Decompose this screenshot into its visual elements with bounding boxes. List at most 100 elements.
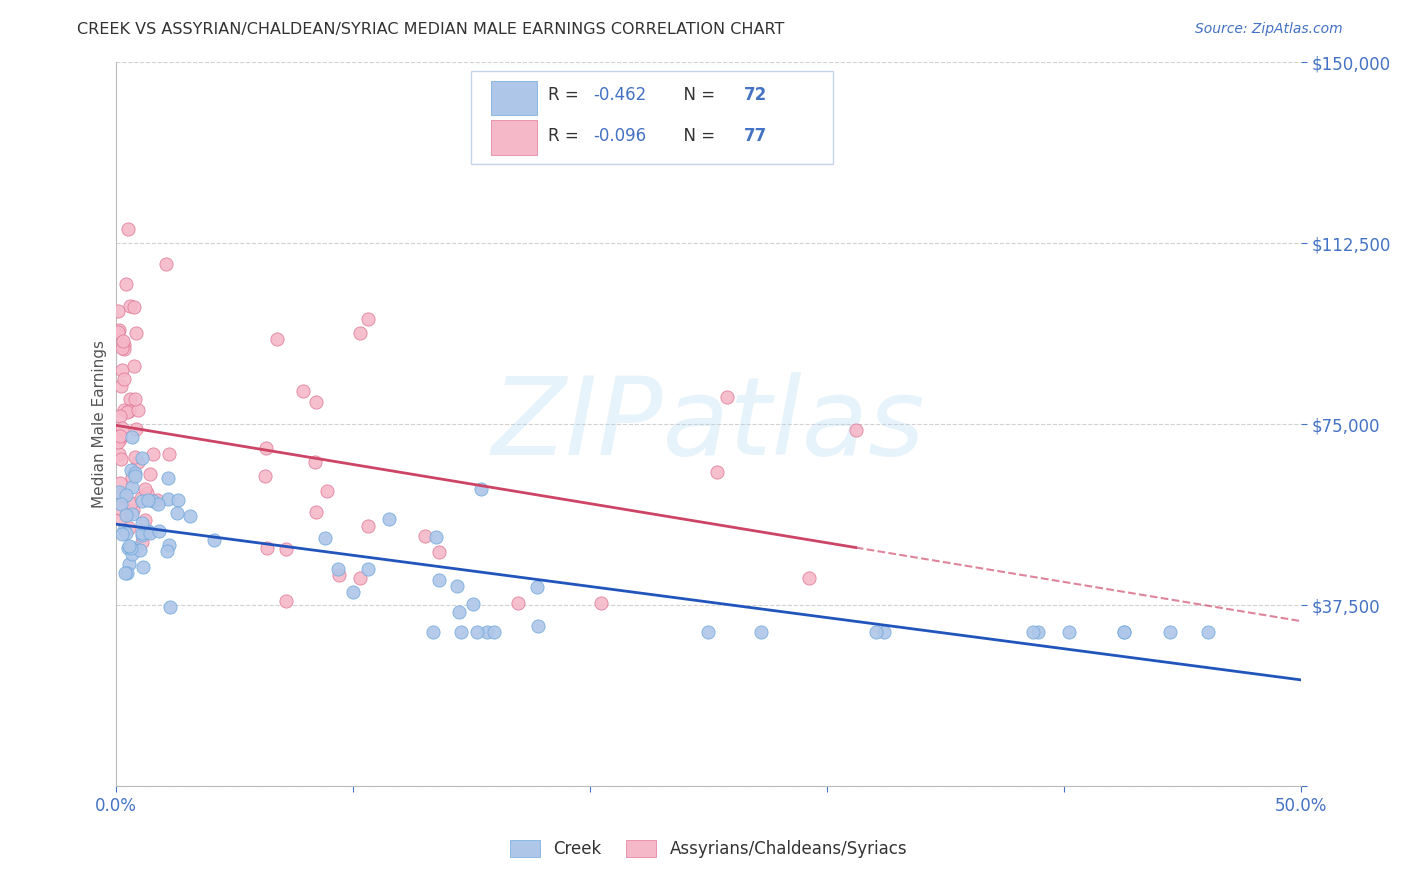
Point: [118, 299, 141, 313]
Y-axis label: Median Male Earnings: Median Male Earnings: [93, 340, 107, 508]
Point: [716, 390, 738, 404]
Point: [155, 257, 177, 271]
Point: [108, 323, 131, 337]
Point: [131, 451, 153, 466]
Point: [157, 447, 180, 461]
Point: [127, 403, 149, 417]
Point: [342, 584, 364, 599]
Point: [413, 529, 436, 543]
Point: [110, 451, 132, 466]
Point: [799, 571, 821, 585]
Point: [108, 511, 131, 525]
Text: -0.462: -0.462: [593, 87, 647, 104]
Point: [872, 624, 894, 639]
Text: N =: N =: [673, 127, 720, 145]
Point: [1159, 624, 1181, 639]
Point: [1026, 624, 1049, 639]
Point: [136, 524, 159, 538]
Text: 72: 72: [744, 87, 768, 104]
Point: [118, 521, 141, 535]
Point: [450, 624, 472, 639]
Point: [328, 562, 350, 576]
Point: [167, 492, 190, 507]
Point: [112, 372, 135, 386]
Point: [131, 494, 153, 508]
Point: [139, 467, 162, 482]
Point: [349, 326, 371, 340]
Point: [110, 497, 132, 511]
Point: [253, 468, 276, 483]
Point: [111, 341, 134, 355]
Point: [506, 596, 529, 610]
Text: N =: N =: [673, 87, 720, 104]
Point: [108, 409, 131, 423]
Point: [124, 541, 146, 555]
Point: [124, 468, 146, 483]
Point: [108, 429, 131, 443]
Point: [122, 301, 145, 315]
Point: [1022, 624, 1045, 639]
Point: [108, 428, 131, 442]
Point: [114, 566, 136, 581]
Point: [108, 446, 131, 460]
Point: [422, 624, 444, 639]
Point: [118, 539, 141, 553]
Point: [127, 455, 149, 469]
Point: [125, 326, 148, 340]
Point: [134, 513, 156, 527]
Point: [276, 542, 298, 557]
Point: [115, 506, 138, 520]
Point: [146, 493, 169, 508]
Point: [142, 446, 165, 460]
Point: [111, 362, 134, 376]
Text: 77: 77: [744, 127, 768, 145]
Point: [148, 497, 170, 511]
Text: R =: R =: [548, 127, 585, 145]
Point: [357, 519, 380, 533]
Point: [254, 441, 277, 455]
Point: [427, 573, 450, 587]
Point: [121, 480, 143, 494]
Point: [121, 507, 143, 521]
Point: [117, 222, 139, 236]
Point: [697, 624, 720, 639]
Point: [865, 624, 887, 639]
Point: [1112, 624, 1135, 639]
Point: [425, 531, 447, 545]
Point: [142, 494, 165, 508]
Point: [157, 538, 180, 552]
Point: [118, 392, 141, 406]
Point: [463, 597, 485, 611]
Point: [1197, 624, 1219, 639]
Legend: Creek, Assyrians/Chaldeans/Syriacs: Creek, Assyrians/Chaldeans/Syriacs: [503, 833, 914, 864]
FancyBboxPatch shape: [471, 70, 832, 163]
Point: [202, 533, 225, 548]
Point: [121, 430, 143, 444]
Point: [107, 326, 129, 340]
Text: Source: ZipAtlas.com: Source: ZipAtlas.com: [1195, 22, 1343, 37]
Point: [526, 580, 548, 594]
Point: [131, 527, 153, 541]
Point: [111, 527, 134, 541]
Point: [378, 512, 401, 526]
Point: [179, 509, 201, 524]
Point: [107, 434, 129, 449]
Point: [134, 482, 156, 496]
Point: [117, 557, 139, 571]
Point: [706, 465, 728, 479]
Point: [157, 491, 180, 506]
Point: [112, 342, 135, 356]
Point: [108, 500, 131, 515]
Point: [132, 559, 155, 574]
Point: [131, 516, 153, 531]
Point: [304, 455, 326, 469]
Point: [120, 496, 142, 510]
Point: [115, 488, 138, 502]
Point: [357, 312, 380, 326]
Point: [115, 566, 138, 581]
Text: CREEK VS ASSYRIAN/CHALDEAN/SYRIAC MEDIAN MALE EARNINGS CORRELATION CHART: CREEK VS ASSYRIAN/CHALDEAN/SYRIAC MEDIAN…: [77, 22, 785, 37]
Point: [129, 491, 152, 505]
Point: [139, 526, 162, 541]
Point: [108, 476, 131, 491]
Point: [124, 392, 146, 406]
